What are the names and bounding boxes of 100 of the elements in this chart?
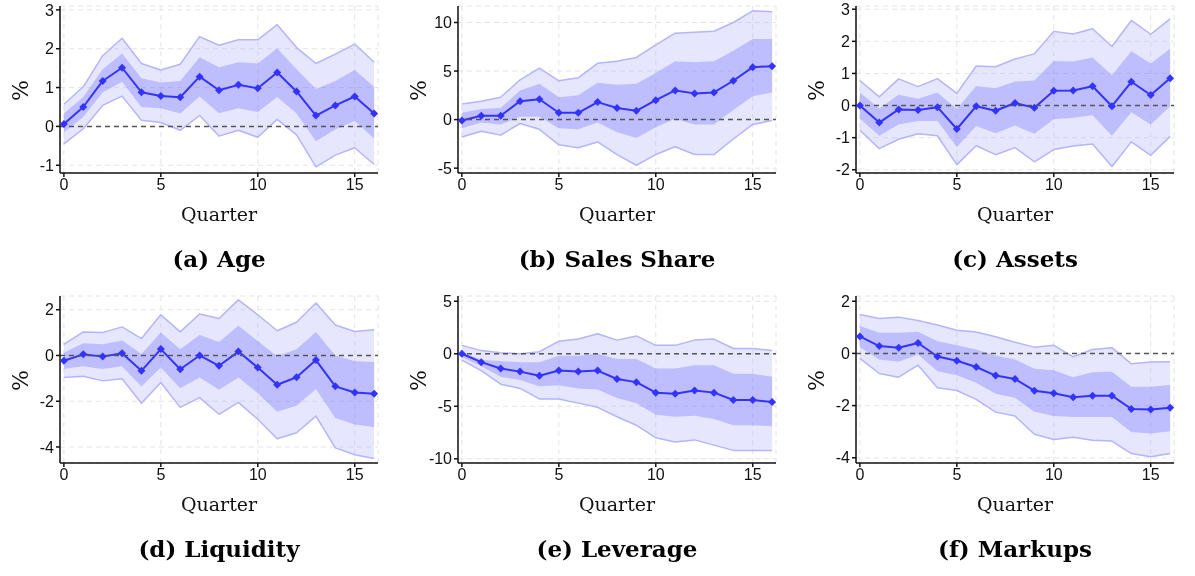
point [875, 342, 884, 351]
point [535, 371, 544, 380]
y-tick-label: 2 [841, 33, 851, 51]
point [651, 388, 660, 397]
point [554, 108, 563, 117]
y-tick-label: 2 [45, 40, 55, 58]
x-axis-title: Quarter [976, 203, 1055, 225]
point [554, 366, 563, 375]
point [651, 96, 660, 105]
point [516, 97, 525, 106]
point [972, 102, 981, 111]
point [690, 89, 699, 98]
point [709, 388, 718, 397]
point [856, 332, 864, 341]
point [176, 93, 185, 102]
point [1030, 103, 1039, 112]
point [118, 63, 127, 72]
y-tick-label: 0 [443, 111, 453, 129]
y-axis-title: % [803, 79, 829, 101]
y-axis-title: % [7, 79, 33, 101]
point [671, 86, 680, 95]
x-tick-label: 10 [248, 176, 267, 194]
line-series [461, 359, 773, 452]
point [60, 356, 68, 365]
point [215, 86, 223, 95]
point [458, 349, 466, 358]
point [350, 92, 359, 101]
point [311, 111, 320, 120]
point [1166, 74, 1174, 83]
x-tick-label: 0 [855, 466, 865, 484]
x-tick-label: 15 [743, 466, 762, 484]
point [477, 358, 486, 367]
x-axis-title: Quarter [976, 493, 1055, 515]
y-tick-label: -5 [437, 397, 453, 415]
point [613, 103, 621, 112]
y-tick-label: 5 [443, 292, 453, 310]
point [952, 356, 961, 365]
x-tick-label: 10 [1044, 176, 1063, 194]
x-tick-label: 15 [743, 176, 762, 194]
x-tick-label: 5 [952, 466, 962, 484]
point [1011, 98, 1019, 107]
y-tick-label: 10 [434, 14, 453, 32]
point [273, 68, 282, 77]
y-tick-label: 0 [443, 345, 453, 363]
point [875, 118, 884, 127]
point [768, 62, 776, 71]
y-tick-label: -4 [39, 438, 55, 456]
x-axis-title: Quarter [578, 203, 657, 225]
point [1030, 386, 1039, 395]
point [574, 367, 583, 376]
x-tick-label: 10 [248, 466, 267, 484]
point [972, 362, 981, 371]
point [991, 106, 1000, 115]
point [79, 102, 88, 111]
line-series [461, 333, 773, 355]
point [1146, 90, 1155, 99]
point [137, 366, 146, 375]
point [613, 374, 621, 383]
line-series [859, 18, 1171, 98]
y-tick-label: 1 [841, 65, 851, 83]
point [215, 361, 223, 370]
line-series [859, 129, 1171, 168]
point [1011, 374, 1019, 383]
point [253, 363, 262, 372]
y-tick-label: -2 [835, 397, 851, 415]
x-tick-label: 0 [855, 176, 865, 194]
point [477, 111, 486, 120]
x-tick-label: 0 [59, 466, 69, 484]
line-series [63, 299, 375, 346]
line-series [859, 357, 1171, 458]
point [1049, 86, 1058, 95]
point [1166, 403, 1174, 412]
y-tick-label: 2 [841, 292, 851, 310]
point [516, 367, 525, 376]
point [311, 356, 320, 365]
point [60, 120, 68, 129]
point [195, 351, 204, 360]
line-series [63, 23, 375, 106]
x-tick-label: 15 [345, 466, 364, 484]
point [991, 371, 1000, 380]
x-tick-label: 0 [457, 176, 467, 194]
point [350, 388, 359, 397]
x-tick-label: 5 [156, 176, 166, 194]
point [118, 349, 127, 358]
point [535, 95, 544, 104]
point [253, 84, 262, 93]
point [894, 105, 903, 114]
point [933, 352, 942, 361]
point [98, 76, 107, 85]
text: (d) Liquidity [137, 535, 302, 562]
point [1127, 404, 1136, 413]
point [709, 88, 718, 97]
x-tick-label: 10 [646, 176, 665, 194]
point [176, 365, 185, 374]
x-tick-label: 10 [646, 466, 665, 484]
point [768, 398, 776, 407]
text: (f) Markups [937, 535, 1093, 562]
point [748, 63, 757, 72]
y-tick-label: -2 [835, 161, 851, 179]
point [1069, 393, 1078, 402]
